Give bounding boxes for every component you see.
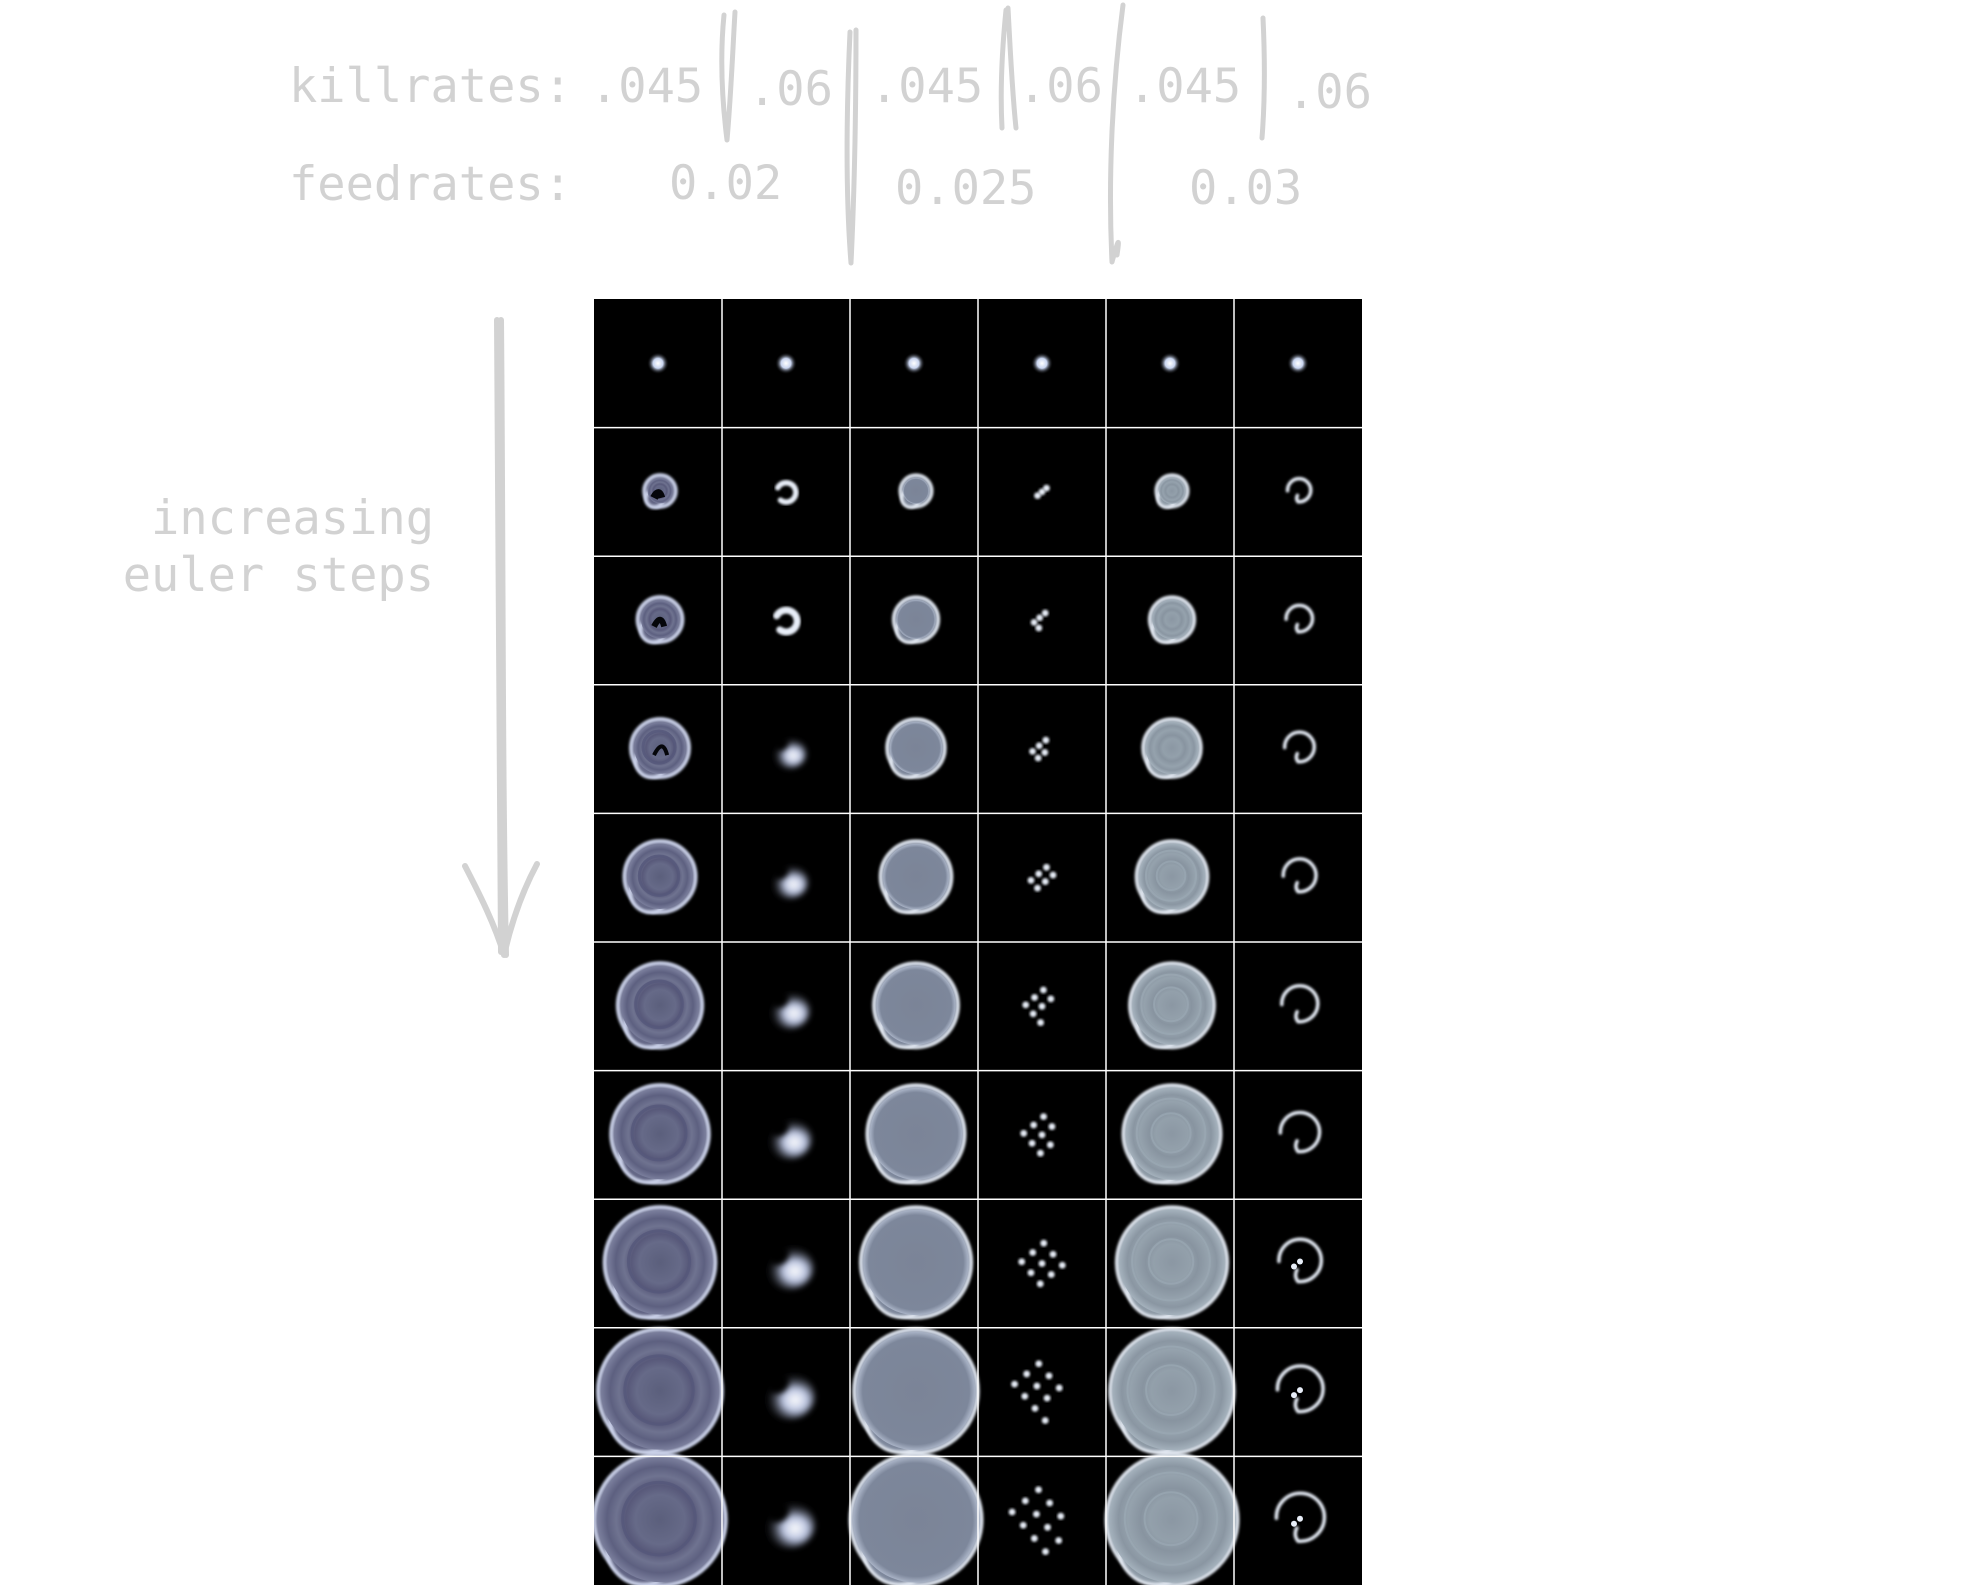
simulation-cell bbox=[763, 1370, 815, 1420]
simulation-cell bbox=[1034, 484, 1050, 500]
simulation-cell bbox=[1008, 1486, 1065, 1556]
simulation-cell bbox=[1030, 609, 1049, 632]
simulation-cell bbox=[1114, 1205, 1230, 1320]
killrate-value: .045 bbox=[590, 59, 704, 114]
feedrate-value: 0.025 bbox=[895, 161, 1037, 216]
euler-steps-label-line2: euler steps bbox=[122, 548, 434, 604]
simulation-cell bbox=[596, 1327, 724, 1456]
simulation-cell bbox=[774, 480, 799, 505]
killrate-value: .045 bbox=[1128, 59, 1242, 114]
simulation-cell bbox=[1020, 1113, 1056, 1157]
killrate-value: .06 bbox=[748, 62, 833, 117]
simulation-cell bbox=[1027, 863, 1057, 892]
simulation-cell bbox=[885, 717, 947, 779]
simulation-cell bbox=[594, 1451, 728, 1585]
simulation-cell bbox=[764, 1242, 814, 1290]
separator-stroke bbox=[719, 9, 738, 143]
simulation-cell bbox=[1029, 736, 1050, 762]
simulation-cell bbox=[1275, 1364, 1325, 1414]
simulation-cell bbox=[1280, 983, 1320, 1024]
simulation-cell bbox=[848, 1452, 984, 1585]
simulation-cell bbox=[766, 1115, 812, 1160]
separator-stroke bbox=[1107, 2, 1126, 265]
simulation-cell bbox=[642, 473, 678, 510]
simulation-cell bbox=[609, 1083, 711, 1185]
simulation-cell bbox=[647, 352, 669, 375]
simulation-cell bbox=[1287, 352, 1309, 375]
simulation-cell bbox=[1154, 473, 1190, 509]
simulation-cell bbox=[1031, 352, 1053, 375]
simulation-cell bbox=[1159, 352, 1181, 375]
simulation-cell bbox=[1281, 857, 1318, 894]
simulation-cell bbox=[858, 1205, 974, 1320]
simulation-cell bbox=[1121, 1083, 1223, 1185]
simulation-cell bbox=[1277, 1237, 1324, 1284]
simulation-cell bbox=[629, 717, 691, 780]
euler-steps-label: increasing euler steps bbox=[110, 490, 434, 605]
killrates-label: killrates: bbox=[289, 59, 572, 114]
simulation-cell bbox=[865, 1083, 967, 1185]
simulation-cell bbox=[602, 1205, 718, 1320]
simulation-cell bbox=[1147, 595, 1197, 644]
separator-stroke bbox=[844, 27, 859, 266]
simulation-cell bbox=[1018, 1239, 1066, 1288]
separator-stroke bbox=[1259, 15, 1267, 141]
simulation-cell bbox=[768, 988, 810, 1030]
feedrate-value: 0.02 bbox=[669, 156, 783, 211]
simulation-cell bbox=[635, 595, 685, 645]
simulation-cell bbox=[622, 839, 698, 915]
simulation-cell bbox=[878, 839, 954, 915]
simulation-grid bbox=[594, 299, 1362, 1585]
simulation-cell bbox=[1285, 476, 1313, 504]
killrate-value: .045 bbox=[870, 59, 984, 114]
simulation-cell bbox=[1108, 1327, 1236, 1455]
simulation-cell bbox=[1141, 717, 1203, 779]
simulation-cell bbox=[1134, 839, 1210, 915]
simulation-cell bbox=[903, 352, 925, 375]
simulation-cell bbox=[615, 961, 705, 1050]
down-arrow-icon bbox=[462, 317, 540, 958]
simulation-cell bbox=[763, 1498, 815, 1549]
simulation-cell bbox=[769, 861, 809, 899]
simulation-cell bbox=[872, 961, 960, 1050]
simulation-cell bbox=[1274, 1491, 1327, 1543]
simulation-cell bbox=[773, 606, 801, 636]
simulation-cell bbox=[775, 352, 797, 375]
simulation-cell bbox=[1011, 1360, 1063, 1424]
euler-steps-label-line1: increasing bbox=[151, 491, 434, 546]
separator-stroke bbox=[998, 5, 1019, 131]
simulation-cell bbox=[1282, 730, 1317, 764]
feedrate-value: 0.03 bbox=[1189, 161, 1303, 216]
simulation-cell bbox=[852, 1327, 980, 1455]
killrate-value: .06 bbox=[1287, 65, 1372, 120]
simulation-cell bbox=[1022, 986, 1055, 1026]
simulation-cell bbox=[891, 595, 941, 644]
simulation-cell bbox=[1278, 1110, 1322, 1154]
killrate-value: .06 bbox=[1018, 59, 1103, 114]
simulation-cell bbox=[898, 473, 934, 509]
simulation-cell bbox=[1104, 1452, 1240, 1585]
simulation-cell bbox=[1284, 603, 1315, 634]
feedrates-label: feedrates: bbox=[289, 157, 572, 212]
simulation-cell bbox=[771, 734, 807, 769]
simulation-cell bbox=[1128, 961, 1216, 1050]
